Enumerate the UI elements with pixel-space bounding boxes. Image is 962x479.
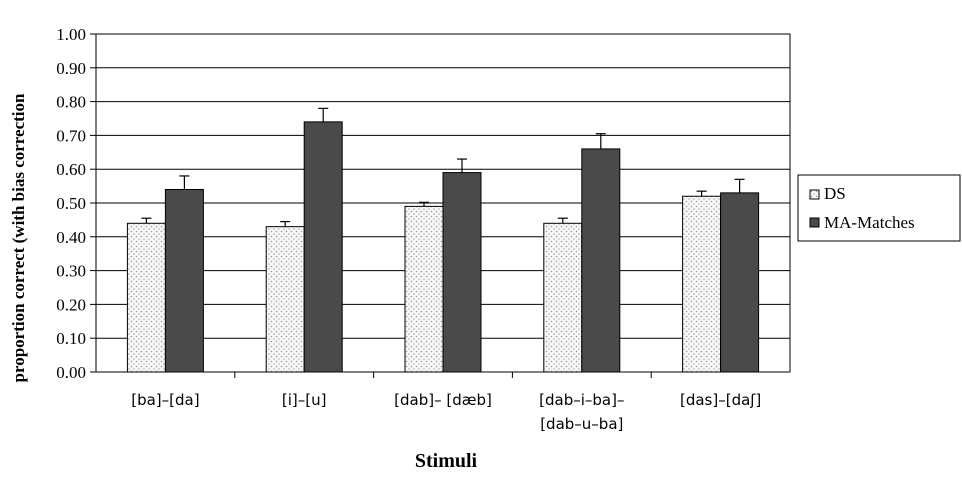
plot-area-border bbox=[95, 33, 791, 373]
bars bbox=[126, 107, 760, 373]
x-category-label-0: [ba]–[da] bbox=[131, 391, 199, 409]
legend-swatch-ds bbox=[809, 189, 820, 200]
legend-label-ds: DS bbox=[824, 184, 846, 203]
bar-ma-matches-3 bbox=[581, 148, 621, 373]
bar-ds-1 bbox=[265, 226, 305, 373]
legend-swatch-ma-matches bbox=[809, 217, 820, 228]
y-tick-label-6: 0.60 bbox=[56, 160, 86, 179]
bar-ma-matches-2 bbox=[442, 172, 482, 373]
labels: 0.00 0.10 0.20 0.30 0.40 0.50 0.60 0.70 0.80 0.90… bbox=[56, 25, 761, 433]
y-tick-label-0: 0.00 bbox=[56, 363, 86, 382]
legend-box bbox=[797, 174, 961, 242]
bar-ds-3 bbox=[543, 222, 583, 373]
axes bbox=[90, 33, 791, 378]
y-tick-label-3: 0.30 bbox=[56, 262, 86, 281]
x-category-label-4: [das]–[daʃ] bbox=[680, 391, 761, 409]
y-tick-label-8: 0.80 bbox=[56, 93, 86, 112]
bar-ma-matches-4 bbox=[720, 192, 760, 373]
bar-ds-2 bbox=[404, 205, 444, 373]
y-tick-label-7: 0.70 bbox=[56, 126, 86, 145]
y-tick-label-1: 0.10 bbox=[56, 329, 86, 348]
y-tick-label-9: 0.90 bbox=[56, 59, 86, 78]
bar-ma-matches-1 bbox=[303, 121, 343, 373]
y-tick-label-2: 0.20 bbox=[56, 295, 86, 314]
bar-ds-4 bbox=[682, 195, 722, 373]
y-tick-label-10: 1.00 bbox=[56, 25, 86, 44]
y-tick-label-5: 0.50 bbox=[56, 194, 86, 213]
x-axis-title: Stimuli bbox=[415, 450, 478, 472]
x-category-label-3: [dab–i–ba]– bbox=[539, 391, 624, 409]
bar-ma-matches-0 bbox=[164, 188, 204, 373]
x-category-label-3-line-1: [dab–u–ba] bbox=[540, 415, 623, 433]
legend-label-ma-matches: MA-Matches bbox=[824, 213, 915, 232]
bar-ds-0 bbox=[126, 222, 166, 373]
y-tick-label-4: 0.40 bbox=[56, 228, 86, 247]
y-axis-title: proportion correct (with bias correction bbox=[9, 93, 28, 382]
x-category-label-2: [dab]– [dæb] bbox=[394, 391, 492, 409]
legend: DS MA-Matches bbox=[797, 174, 961, 242]
x-category-label-1: [i]–[u] bbox=[282, 391, 327, 409]
